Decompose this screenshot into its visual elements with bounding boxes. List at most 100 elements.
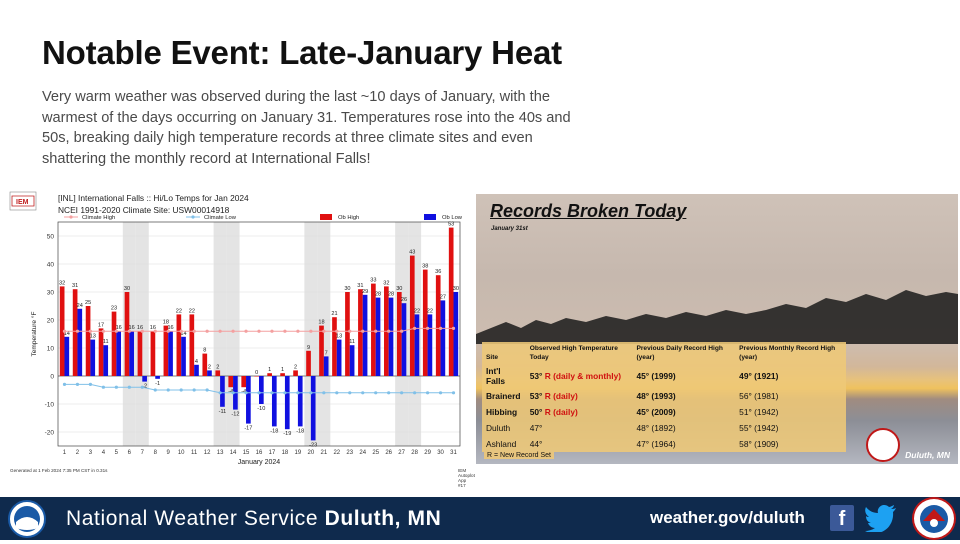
- high-temp-bar: [254, 376, 259, 377]
- high-temp-label: 17: [98, 322, 104, 328]
- footer-url[interactable]: weather.gov/duluth: [650, 508, 805, 527]
- high-temp-label: 25: [85, 300, 91, 306]
- record-site: Duluth: [486, 423, 511, 433]
- x-tick-label: 15: [243, 450, 250, 456]
- high-temp-label: 1: [281, 367, 284, 373]
- record-observed-value: 47°: [529, 423, 543, 433]
- climate-low-point: [231, 391, 235, 395]
- x-tick-label: 13: [217, 450, 224, 456]
- facebook-icon[interactable]: f: [830, 505, 854, 531]
- nws-logo-icon: [912, 497, 956, 540]
- high-temp-bar: [371, 283, 376, 376]
- climate-low-point: [101, 385, 105, 389]
- climate-low-point: [348, 391, 352, 395]
- climate-low-point: [75, 382, 80, 386]
- low-temp-bar: [297, 376, 303, 427]
- climate-low-point: [257, 391, 261, 395]
- low-temp-label: 24: [77, 303, 83, 309]
- x-tick-label: 9: [167, 450, 171, 456]
- legend-label: Climate Low: [204, 215, 237, 221]
- climate-low-point: [425, 391, 430, 395]
- climate-low-point: [218, 391, 222, 395]
- climate-low-point: [62, 382, 67, 386]
- climate-high-point: [218, 329, 222, 333]
- climate-high-point: [387, 329, 391, 333]
- record-observed: 53° R (daily & monthly): [526, 364, 633, 388]
- climate-low-point: [296, 391, 300, 395]
- low-temp-bar: [155, 376, 160, 379]
- high-temp-bar: [215, 370, 221, 376]
- high-temp-label: 30: [124, 286, 130, 292]
- record-site: Int'l Falls: [486, 366, 506, 386]
- low-temp-label: 26: [401, 297, 407, 303]
- low-temp-bar: [129, 331, 134, 376]
- low-temp-label: 27: [440, 294, 446, 300]
- high-temp-label: -4: [228, 389, 233, 395]
- low-temp-bar: [116, 331, 122, 376]
- records-row: Int'l Falls 53° R (daily & monthly) 45° (1…: [482, 364, 846, 388]
- record-monthly: 58° (1909): [739, 439, 779, 449]
- high-temp-label: 18: [163, 320, 169, 326]
- record-monthly: 55° (1942): [739, 423, 779, 433]
- high-temp-bar: [59, 286, 65, 376]
- twitter-icon[interactable]: [864, 504, 898, 532]
- record-note: R (daily): [544, 407, 578, 417]
- low-temp-label: 28: [375, 292, 381, 298]
- climate-high-point: [166, 329, 170, 333]
- low-temp-bar: [336, 339, 342, 376]
- high-temp-bar: [319, 325, 324, 376]
- climate-low-point: [205, 388, 209, 392]
- record-observed-value: 53°: [529, 371, 543, 381]
- x-tick-label: 7: [141, 450, 145, 456]
- high-temp-bar: [345, 292, 350, 376]
- climate-high-point: [361, 329, 365, 333]
- high-temp-bar: [98, 328, 104, 376]
- high-temp-label: 1: [268, 367, 271, 373]
- climate-low-point: [413, 391, 417, 395]
- high-temp-label: 31: [72, 283, 78, 289]
- climate-high-point: [192, 329, 196, 333]
- records-row: Brainerd 53° R (daily) 48° (1993) 56° (1981…: [482, 388, 846, 404]
- records-row: Duluth 47° 48° (1892) 55° (1942): [482, 420, 846, 436]
- high-temp-bar: [241, 376, 247, 388]
- header-monthly: Previous Monthly Record High (year): [739, 345, 836, 361]
- high-temp-bar: [111, 311, 117, 376]
- x-tick-label: 31: [450, 450, 457, 456]
- climate-low-point: [309, 391, 313, 395]
- low-temp-label: 13: [90, 334, 96, 340]
- x-tick-label: 4: [102, 450, 106, 456]
- climate-high-point: [335, 329, 339, 333]
- y-tick-label: 30: [47, 290, 55, 297]
- low-temp-label: 14: [180, 331, 186, 337]
- climate-low-point: [283, 391, 287, 395]
- low-temp-bar: [388, 297, 394, 376]
- low-temp-label: 14: [64, 331, 70, 337]
- low-temp-label: -11: [219, 409, 227, 415]
- low-temp-bar: [323, 356, 329, 376]
- records-date: January 31st: [491, 226, 528, 232]
- climate-high-point: [62, 329, 67, 333]
- climate-high-point: [101, 329, 105, 333]
- climate-high-point: [270, 329, 274, 333]
- y-tick-label: 40: [47, 262, 55, 269]
- high-temp-label: 18: [318, 320, 324, 326]
- low-temp-bar: [349, 345, 355, 376]
- low-temp-label: 4: [195, 359, 198, 365]
- climate-high-point: [451, 326, 456, 330]
- low-temp-bar: [207, 370, 212, 376]
- climate-low-point: [451, 391, 456, 395]
- location-tag: Duluth, MN: [905, 450, 950, 460]
- climate-low-point: [127, 385, 131, 389]
- climate-low-point: [400, 391, 404, 395]
- legend-label: Ob Low: [442, 215, 463, 221]
- high-temp-label: 8: [203, 348, 206, 354]
- high-temp-bar: [280, 373, 285, 376]
- header-daily: Previous Daily Record High (year): [636, 345, 723, 361]
- record-observed-value: 53°: [529, 391, 543, 401]
- temperature-chart-panel: IEM [INL] International Falls :: Hi/Lo T…: [8, 190, 475, 488]
- high-temp-bar: [435, 275, 441, 376]
- high-temp-label: 23: [111, 306, 117, 312]
- high-temp-label: 22: [189, 308, 195, 314]
- low-temp-label: 13: [336, 334, 342, 340]
- records-row: Hibbing 50° R (daily) 45° (2009) 51° (1942): [482, 404, 846, 420]
